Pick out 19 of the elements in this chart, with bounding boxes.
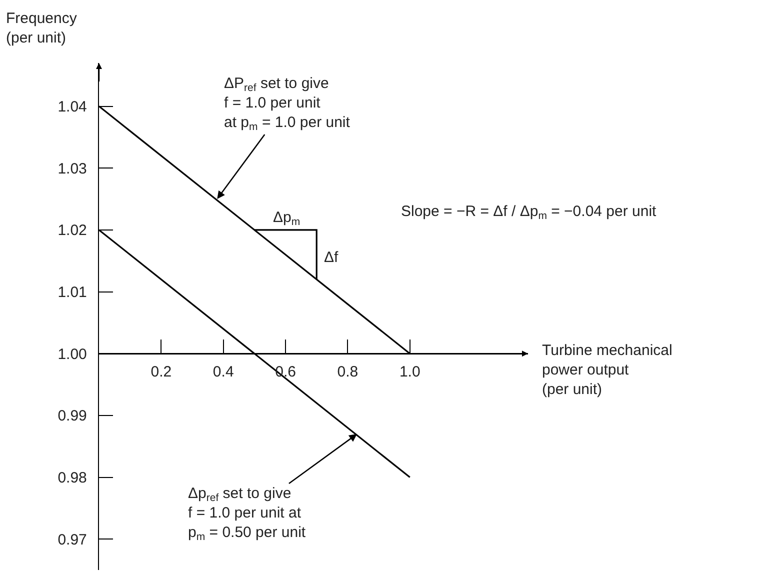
x-tick-label: 0.2 xyxy=(150,364,172,381)
x-tick-label: 0.4 xyxy=(212,364,234,381)
x-axis-title: Turbine mechanical power output (per unit) xyxy=(542,342,672,398)
y-tick-label: 1.04 xyxy=(58,98,87,116)
y-tick-label: 0.97 xyxy=(58,531,87,548)
y-tick-label: 1.01 xyxy=(58,284,87,302)
annotation: Δf xyxy=(324,249,340,266)
y-tick-label: 0.98 xyxy=(58,470,87,487)
annotation: Δp$_{ref}$ set to give f = 1.0 per unit at p$_{m}$ = 0.50 per unit xyxy=(188,485,306,544)
annotation: ΔP$_{ref}$ set to give f = 1.0 per unit at p$_{m}$ = 1.0 per unit xyxy=(224,75,351,134)
x-tick-label: 0.8 xyxy=(337,364,358,381)
annotation: Slope = −R = Δf / Δp$_{m}$ = −0.04 per unit xyxy=(401,203,658,222)
y-axis-title: Frequency (per unit) xyxy=(6,10,78,46)
y-tick-label: 1.03 xyxy=(58,160,87,178)
y-tick-label: 1.00 xyxy=(58,346,87,363)
y-tick-label: 0.99 xyxy=(58,408,87,425)
x-tick-label: 1.0 xyxy=(399,364,420,381)
y-tick-label: 1.02 xyxy=(58,222,87,240)
annotation: Δp$_{m}$ xyxy=(273,209,300,228)
